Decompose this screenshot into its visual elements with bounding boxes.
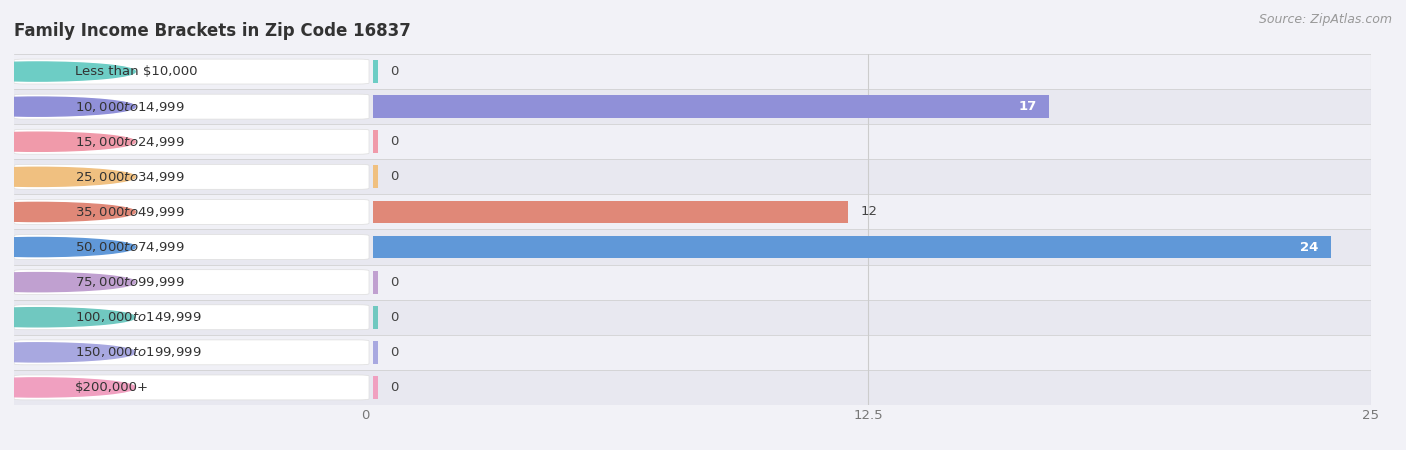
FancyBboxPatch shape: [14, 59, 368, 84]
FancyBboxPatch shape: [14, 270, 368, 295]
Text: $25,000 to $34,999: $25,000 to $34,999: [75, 170, 184, 184]
Circle shape: [0, 132, 135, 151]
Text: $100,000 to $149,999: $100,000 to $149,999: [75, 310, 201, 324]
Circle shape: [0, 308, 135, 327]
Text: $15,000 to $24,999: $15,000 to $24,999: [75, 135, 184, 149]
Bar: [0, 370, 1406, 405]
Text: 0: 0: [389, 311, 398, 324]
Bar: [366, 271, 378, 293]
Text: $35,000 to $49,999: $35,000 to $49,999: [75, 205, 184, 219]
Bar: [0, 54, 1406, 89]
FancyBboxPatch shape: [14, 164, 368, 189]
FancyBboxPatch shape: [14, 94, 368, 119]
Bar: [0, 265, 1406, 300]
Text: 0: 0: [389, 135, 398, 148]
Bar: [366, 306, 378, 328]
Bar: [0, 124, 1406, 159]
Text: 12: 12: [860, 206, 877, 218]
Bar: [0, 159, 1406, 194]
Bar: [0, 370, 1406, 405]
FancyBboxPatch shape: [14, 199, 368, 225]
Text: 0: 0: [389, 171, 398, 183]
Circle shape: [0, 202, 135, 221]
Circle shape: [0, 343, 135, 362]
Circle shape: [0, 238, 135, 256]
Bar: [0, 89, 1406, 124]
Bar: [0, 300, 1406, 335]
Circle shape: [0, 167, 135, 186]
Bar: [0, 194, 1406, 230]
Bar: [0, 89, 1406, 124]
Text: $200,000+: $200,000+: [75, 381, 149, 394]
Circle shape: [0, 97, 135, 116]
Bar: [366, 130, 378, 153]
Bar: [0, 300, 1406, 335]
Bar: [366, 201, 848, 223]
Text: 0: 0: [389, 346, 398, 359]
Text: 0: 0: [389, 381, 398, 394]
Bar: [366, 236, 1330, 258]
Bar: [366, 166, 378, 188]
Text: Less than $10,000: Less than $10,000: [75, 65, 197, 78]
Circle shape: [0, 378, 135, 397]
Bar: [0, 54, 1406, 89]
Text: $50,000 to $74,999: $50,000 to $74,999: [75, 240, 184, 254]
Bar: [0, 230, 1406, 265]
Text: Source: ZipAtlas.com: Source: ZipAtlas.com: [1258, 14, 1392, 27]
Bar: [0, 230, 1406, 265]
Bar: [0, 265, 1406, 300]
Bar: [0, 335, 1406, 370]
Bar: [0, 124, 1406, 159]
FancyBboxPatch shape: [14, 234, 368, 260]
Text: Family Income Brackets in Zip Code 16837: Family Income Brackets in Zip Code 16837: [14, 22, 411, 40]
Text: $10,000 to $14,999: $10,000 to $14,999: [75, 99, 184, 114]
Bar: [0, 335, 1406, 370]
Bar: [0, 194, 1406, 230]
Text: 0: 0: [389, 276, 398, 288]
FancyBboxPatch shape: [14, 129, 368, 154]
Text: $150,000 to $199,999: $150,000 to $199,999: [75, 345, 201, 360]
Bar: [0, 159, 1406, 194]
Text: $75,000 to $99,999: $75,000 to $99,999: [75, 275, 184, 289]
Circle shape: [0, 62, 135, 81]
Bar: [366, 60, 378, 83]
Circle shape: [0, 273, 135, 292]
Bar: [366, 341, 378, 364]
FancyBboxPatch shape: [14, 340, 368, 365]
FancyBboxPatch shape: [14, 375, 368, 400]
FancyBboxPatch shape: [14, 305, 368, 330]
Text: 17: 17: [1019, 100, 1038, 113]
Bar: [366, 376, 378, 399]
Bar: [366, 95, 1049, 118]
Text: 0: 0: [389, 65, 398, 78]
Text: 24: 24: [1301, 241, 1319, 253]
